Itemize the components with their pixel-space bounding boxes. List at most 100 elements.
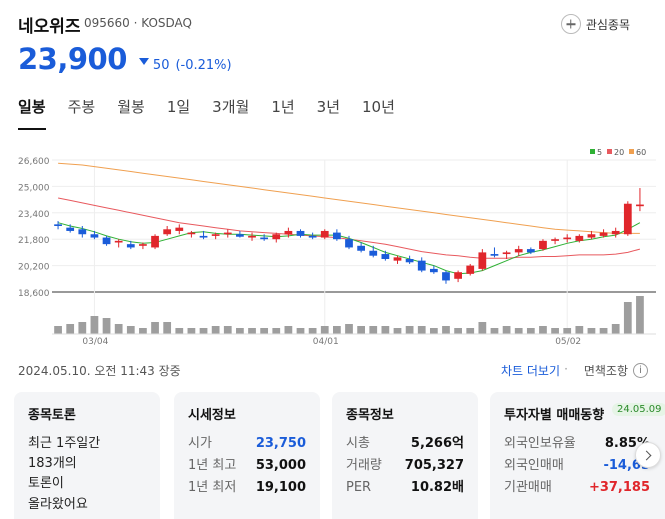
volume-bar	[526, 328, 535, 334]
candle-body	[102, 237, 111, 245]
more-chart-link[interactable]: 차트 더보기	[500, 364, 560, 378]
row-value: 705,327	[404, 458, 464, 473]
candle-body	[587, 234, 596, 238]
volume-bar	[345, 324, 353, 334]
candle-body	[442, 272, 450, 281]
tab-daily[interactable]: 일봉	[18, 96, 46, 130]
separator-dot: ·	[564, 362, 568, 376]
row-key: 거래량	[346, 458, 382, 473]
volume-bar	[393, 328, 402, 334]
investor-row-institution-trade: 기관매매 +37,185	[504, 477, 650, 499]
volume-bar	[114, 324, 123, 334]
candle-body	[357, 245, 366, 251]
row-value: +37,185	[588, 480, 650, 495]
candle-body	[272, 234, 281, 240]
volume-bar	[66, 324, 75, 334]
timestamp: 2024.05.10. 오전 11:43 장중	[18, 364, 181, 378]
candle-body	[296, 230, 305, 236]
discussion-line: 183개의	[28, 456, 77, 471]
disclaimer-link[interactable]: 면책조항	[583, 364, 628, 378]
row-value: 23,750	[255, 436, 306, 451]
row-key: 외국인매매	[504, 458, 564, 473]
candle-body	[551, 239, 559, 241]
legend-label: 5	[597, 148, 602, 157]
volume-bar	[54, 326, 62, 334]
row-key: 1년 최저	[188, 480, 237, 495]
volume-bar	[599, 328, 608, 334]
tab-10years[interactable]: 10년	[362, 98, 395, 116]
market-row-high: 1년 최고 53,000	[188, 455, 306, 477]
candle-body	[563, 237, 572, 240]
tab-1year[interactable]: 1년	[271, 98, 295, 116]
volume-bar	[151, 322, 159, 334]
candle-body	[54, 224, 62, 226]
candle-body	[175, 227, 184, 231]
volume-bar	[502, 326, 511, 334]
tab-1day[interactable]: 1일	[166, 98, 191, 116]
candle-body	[623, 203, 632, 235]
header: 네오위즈 095660 · KOSDAQ 관심종목	[18, 12, 648, 42]
candle-body	[114, 240, 123, 243]
investor-trend-card[interactable]: 투자자별 매매동향 24.05.09 외국인보유율 8.85% 외국인매매 -14,…	[490, 392, 665, 519]
volume-bar	[490, 328, 499, 334]
current-price: 23,900	[18, 42, 127, 76]
candle-body	[223, 232, 232, 235]
candle-body	[139, 244, 147, 246]
market-info-card[interactable]: 시세정보 시가 23,750 1년 최고 53,000 1년 최저 19,100	[174, 392, 320, 519]
y-tick-label: 20,200	[18, 263, 50, 273]
stock-name: 네오위즈	[18, 17, 81, 37]
tab-3years[interactable]: 3년	[316, 98, 341, 116]
candle-body	[78, 229, 87, 235]
candle-body	[260, 237, 269, 240]
down-arrow-icon	[138, 58, 149, 65]
tab-3months[interactable]: 3개월	[212, 98, 250, 116]
candle-body	[163, 229, 172, 235]
volume-bar	[417, 326, 426, 334]
row-key: 외국인보유율	[504, 436, 576, 451]
tab-weekly[interactable]: 주봉	[67, 98, 96, 116]
card-title: 종목토론	[28, 408, 76, 423]
volume-bar	[272, 328, 281, 334]
candle-body	[417, 260, 426, 271]
candle-body	[599, 232, 608, 236]
candle-body	[429, 268, 438, 273]
discussion-line: 토론이	[28, 476, 64, 491]
volume-bar	[357, 326, 366, 334]
candle-body	[187, 232, 196, 235]
volume-bar	[551, 328, 559, 334]
stock-chart[interactable]: 26,600 25,000 23,400 21,800 20,200 18,600 03/0…	[0, 142, 665, 352]
candle-body	[575, 235, 584, 241]
row-key: PER	[346, 480, 372, 495]
tab-monthly[interactable]: 월봉	[117, 98, 145, 116]
legend-swatch	[590, 149, 595, 154]
row-key: 시가	[188, 436, 212, 451]
volume-bar	[405, 326, 414, 334]
market-row-low: 1년 최저 19,100	[188, 477, 306, 499]
candle-body	[199, 235, 208, 238]
row-value: 10.82배	[410, 480, 464, 495]
legend-swatch	[607, 149, 612, 154]
candle-body	[526, 249, 535, 253]
volume-bar	[296, 328, 305, 334]
info-icon[interactable]: i	[633, 363, 648, 378]
volume-bar	[381, 326, 390, 334]
x-tick-label: 03/04	[82, 337, 108, 347]
candle-body	[490, 254, 499, 256]
market-row-open: 시가 23,750	[188, 433, 306, 455]
candle-body	[502, 252, 511, 255]
volume-bar	[369, 326, 378, 334]
next-card-button[interactable]	[635, 442, 661, 468]
investor-row-foreign-trade: 외국인매매 -14,65	[504, 455, 650, 477]
stock-info-card[interactable]: 종목정보 시총 5,266억 거래량 705,327 PER 10.82배	[332, 392, 478, 519]
price-change-rate: (-0.21%)	[175, 58, 232, 73]
candle-body	[308, 235, 317, 238]
volume-bar	[163, 322, 172, 334]
card-title: 종목정보	[346, 408, 394, 423]
plus-icon	[560, 14, 581, 34]
discussion-card[interactable]: 종목토론 최근 1주일간 183개의 토론이 올라왔어요	[14, 392, 160, 519]
candle-body	[514, 249, 523, 253]
legend-label: 20	[614, 148, 624, 157]
volume-bar	[539, 326, 547, 334]
add-watchlist-button[interactable]: 관심종목	[560, 12, 630, 36]
volume-bar	[102, 318, 111, 334]
